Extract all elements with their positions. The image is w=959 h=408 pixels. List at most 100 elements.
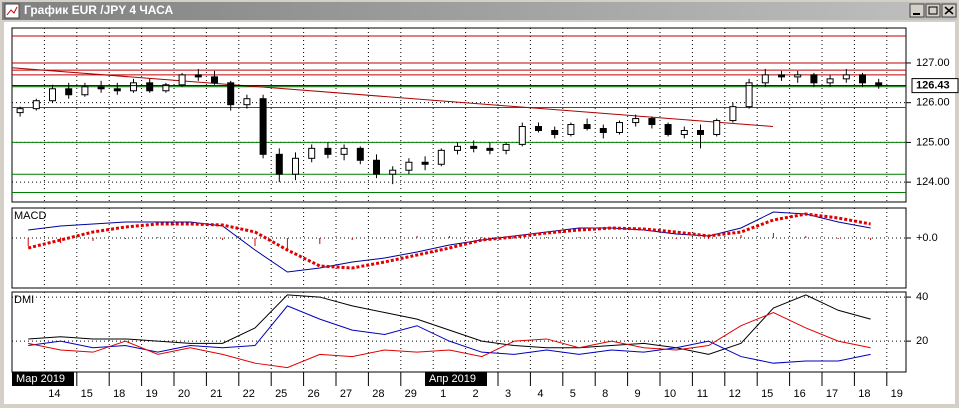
x-tick-label: 8 xyxy=(602,388,608,400)
candle-body xyxy=(454,145,461,151)
x-tick-label: 1 xyxy=(440,388,446,400)
panel-label: DMI xyxy=(14,294,34,306)
x-tick-label: 2 xyxy=(473,388,479,400)
x-tick-label: 3 xyxy=(505,388,511,400)
candle-body xyxy=(761,74,769,84)
candle-body xyxy=(194,74,202,78)
minimize-button[interactable] xyxy=(909,3,925,18)
window-title: График EUR /JPY 4 ЧАСА xyxy=(24,3,174,17)
x-tick-label: 16 xyxy=(793,388,805,400)
x-tick-label: 21 xyxy=(210,388,222,400)
x-tick-label: 11 xyxy=(697,388,708,400)
candle-body xyxy=(680,129,688,135)
candle-body xyxy=(373,159,380,175)
x-tick-label: 4 xyxy=(537,388,543,400)
candle-body xyxy=(859,74,866,84)
candle-body xyxy=(567,124,575,135)
candle-body xyxy=(113,88,121,92)
x-tick-label: 9 xyxy=(635,388,641,400)
candle-body xyxy=(16,108,24,114)
candle-body xyxy=(810,74,818,84)
candle-body xyxy=(697,129,704,135)
x-tick-label: 29 xyxy=(405,388,417,400)
candle-body xyxy=(842,74,850,80)
candle-body xyxy=(486,147,494,151)
maximize-button[interactable] xyxy=(925,3,941,18)
candle-body xyxy=(227,82,235,106)
candle-body xyxy=(178,74,186,86)
candle-body xyxy=(243,98,251,106)
candle-body xyxy=(389,169,397,175)
candle-body xyxy=(470,145,478,149)
y-tick-label: 127.00 xyxy=(916,57,950,69)
x-tick-label: 18 xyxy=(858,388,870,400)
x-tick-label: 12 xyxy=(729,388,741,400)
candle-body xyxy=(502,143,510,151)
candle-body xyxy=(713,120,721,135)
candle-body xyxy=(535,126,542,131)
close-glyph xyxy=(944,6,954,15)
candle-body xyxy=(551,129,559,135)
window-icon-glyph xyxy=(6,6,18,16)
candle-body xyxy=(729,106,737,122)
x-tick-label: 15 xyxy=(761,388,773,400)
window-buttons xyxy=(909,3,957,18)
x-tick-label: 20 xyxy=(178,388,190,400)
candle-body xyxy=(340,147,348,155)
candle-body xyxy=(49,88,56,102)
candle-body xyxy=(437,149,445,165)
candle-body xyxy=(421,161,429,165)
candle-body xyxy=(65,88,73,96)
candle-body xyxy=(826,78,834,84)
y-tick-label: 40 xyxy=(916,291,928,303)
dmi-line xyxy=(28,294,871,355)
y-tick-label: 20 xyxy=(916,335,928,347)
candle-body xyxy=(81,86,89,96)
panel-frame xyxy=(11,207,907,289)
x-tick-label: 17 xyxy=(826,388,838,400)
signal-line xyxy=(27,212,871,270)
candle-body xyxy=(275,153,283,175)
candle-body xyxy=(664,124,672,135)
month-label: Апр 2019 xyxy=(429,373,476,385)
candle-body xyxy=(405,161,413,171)
y-tick-label: 126.00 xyxy=(916,97,950,109)
candle-body xyxy=(745,82,753,108)
x-tick-label: 19 xyxy=(891,388,903,400)
month-label-box xyxy=(12,372,74,386)
maximize-glyph xyxy=(928,6,938,15)
x-tick-label: 22 xyxy=(243,388,255,400)
candle-body xyxy=(616,122,623,133)
candle-body xyxy=(308,147,316,159)
x-tick-label: 25 xyxy=(275,388,287,400)
candle-body xyxy=(518,126,526,145)
x-tick-label: 18 xyxy=(113,388,125,400)
y-tick-label: +0.0 xyxy=(916,232,938,244)
y-tick-label: 125.00 xyxy=(916,136,950,148)
x-tick-label: 26 xyxy=(307,388,319,400)
candle-body xyxy=(324,147,332,155)
x-tick-label: 14 xyxy=(48,388,60,400)
candle-body xyxy=(259,98,267,155)
candle-body xyxy=(583,124,591,130)
x-tick-label: 5 xyxy=(570,388,576,400)
y-tick-label: 124.00 xyxy=(916,176,950,188)
x-tick-label: 19 xyxy=(145,388,157,400)
candle-body xyxy=(794,74,802,78)
candle-body xyxy=(778,74,785,78)
candle-body xyxy=(292,157,299,175)
candle-body xyxy=(599,128,607,133)
x-tick-label: 28 xyxy=(372,388,384,400)
candle-body xyxy=(211,76,218,84)
candle-body xyxy=(32,100,40,110)
trendline xyxy=(11,67,774,128)
month-label-box xyxy=(425,372,487,386)
month-label: Мар 2019 xyxy=(16,373,65,385)
candle-body xyxy=(97,86,105,90)
last-price-box xyxy=(911,78,959,94)
candle-body xyxy=(648,118,656,126)
x-tick-label: 15 xyxy=(81,388,93,400)
candle-body xyxy=(130,82,137,92)
dmi-line xyxy=(28,305,871,364)
panel-label: MACD xyxy=(14,210,46,222)
